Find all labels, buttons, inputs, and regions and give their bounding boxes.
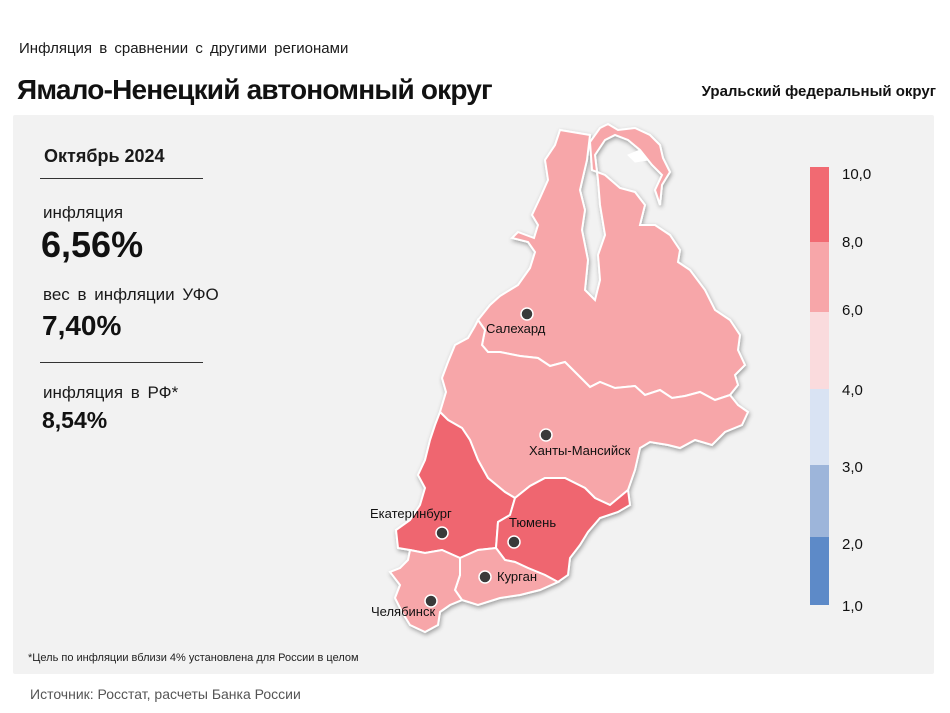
city-label: Тюмень <box>509 515 556 530</box>
city-marker[interactable] <box>539 428 553 442</box>
weight-value: 7,40% <box>42 310 122 341</box>
region-title: Ямало-Ненецкий автономный округ <box>17 74 493 105</box>
legend-label-10: 10,0 <box>842 166 872 183</box>
legend-label-3: 3,0 <box>842 459 863 476</box>
legend-bin-3-4 <box>810 389 829 465</box>
inflation-value: 6,56% <box>41 224 144 265</box>
city-label: Екатеринбург <box>370 506 452 521</box>
city-marker[interactable] <box>435 526 449 540</box>
period-label: Октябрь 2024 <box>44 146 165 166</box>
city-label: Челябинск <box>371 604 435 619</box>
divider-bottom <box>40 362 203 363</box>
russia-inflation-value: 8,54% <box>42 407 108 433</box>
divider-top <box>40 178 203 179</box>
city-marker[interactable] <box>424 594 438 608</box>
source-note: Источник: Росстат, расчеты Банка России <box>30 686 301 702</box>
region-khmao[interactable] <box>438 318 750 507</box>
legend-bin-6-8 <box>810 242 829 312</box>
legend-label-8: 8,0 <box>842 234 863 251</box>
city-label: Ханты-Мансийск <box>529 443 631 458</box>
chart-subtitle: Инфляция в сравнении с другими регионами <box>19 40 349 57</box>
region-yamal[interactable] <box>476 122 747 402</box>
region-chelyabinsk[interactable] <box>388 548 464 634</box>
city-label: Курган <box>497 569 537 584</box>
russia-inflation-label: инфляция в РФ* <box>43 383 179 402</box>
city-marker[interactable] <box>478 570 492 584</box>
legend-bin-4-6 <box>810 312 829 389</box>
legend-bin-1-2 <box>810 537 829 605</box>
weight-label: вес в инфляции УФО <box>43 285 219 304</box>
inflation-label: инфляция <box>43 203 124 222</box>
legend-label-6: 6,0 <box>842 302 863 319</box>
city-label: Салехард <box>486 321 546 336</box>
footnote: *Цель по инфляции вблизи 4% установлена … <box>28 652 359 664</box>
city-marker[interactable] <box>507 535 521 549</box>
gulf-shape <box>627 149 649 163</box>
legend-bin-8-10 <box>810 167 829 242</box>
legend-bin-2-3 <box>810 465 829 537</box>
legend-label-1: 1,0 <box>842 598 863 615</box>
federal-district-label: Уральский федеральный округ <box>701 83 936 100</box>
legend-label-2: 2,0 <box>842 536 863 553</box>
city-marker[interactable] <box>520 307 534 321</box>
legend-label-4: 4,0 <box>842 382 863 399</box>
